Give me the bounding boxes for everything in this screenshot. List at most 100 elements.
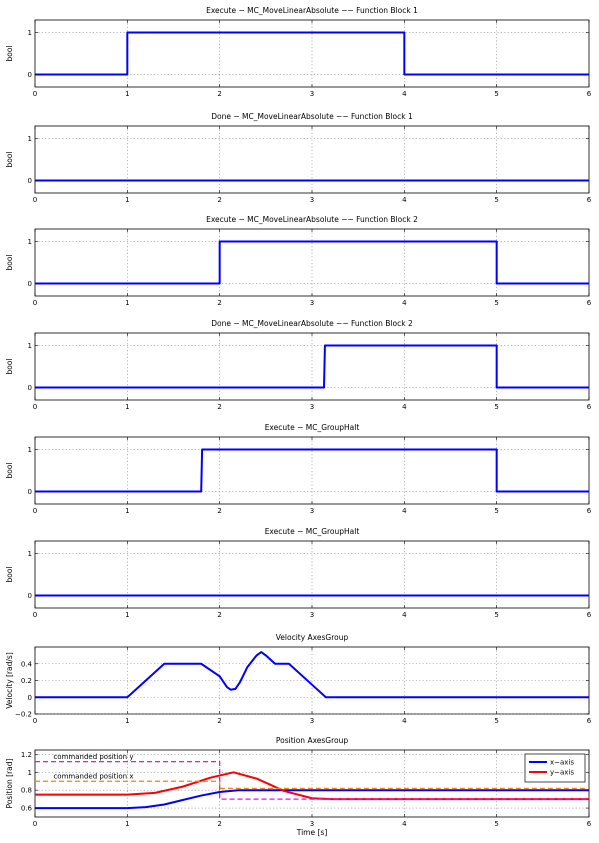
series-line-1 (35, 240, 589, 285)
y-tick-label: 0.6 (21, 805, 33, 813)
x-tick-label: 0 (33, 196, 37, 204)
y-tick-label: 1 (28, 342, 32, 350)
series-line-1 (35, 344, 589, 389)
chart-title: Velocity AxesGroup (276, 633, 349, 642)
y-axis-label: bool (5, 462, 14, 478)
y-tick-label: 1 (28, 446, 32, 454)
x-tick-label: 5 (494, 717, 498, 725)
x-tick-label: 3 (310, 611, 314, 619)
x-tick-label: 3 (310, 299, 314, 307)
x-tick-label: 3 (310, 717, 314, 725)
x-tick-label: 5 (494, 611, 498, 619)
x-tick-label: 0 (33, 90, 37, 98)
x-tick-label: 6 (587, 507, 592, 515)
x-tick-label: 6 (587, 299, 592, 307)
y-tick-label: 0 (28, 592, 32, 600)
x-tick-label: 5 (494, 299, 498, 307)
x-tick-label: 4 (402, 820, 407, 828)
y-axis-label: Velocity [rad/s] (5, 652, 14, 709)
x-tick-label: 2 (217, 820, 221, 828)
chart-title: Execute − MC_MoveLinearAbsolute −− Funct… (206, 6, 418, 15)
y-tick-label: 1 (28, 29, 32, 37)
x-tick-label: 3 (310, 403, 314, 411)
legend: x−axis y−axis (524, 753, 586, 783)
x-tick-label: 6 (587, 820, 592, 828)
x-tick-label: 0 (33, 717, 37, 725)
x-tick-label: 3 (310, 90, 314, 98)
x-tick-label: 0 (33, 403, 37, 411)
annotation-label: commanded position y (53, 753, 133, 761)
x-tick-label: 3 (310, 820, 314, 828)
chart-panel-1: 0 1 2 3 4 5 6 0 1 Execute − MC_MoveLinearAbsolute… (5, 6, 592, 98)
y-axis-label: bool (5, 45, 14, 61)
chart-panel-3: 0 1 2 3 4 5 6 0 1 Execute − MC_MoveLinearAbsolute… (5, 215, 592, 307)
x-tick-label: 1 (125, 717, 129, 725)
x-tick-label: 0 (33, 820, 37, 828)
x-tick-label: 5 (494, 820, 498, 828)
y-tick-label: 0 (28, 177, 32, 185)
y-axis-label: bool (5, 151, 14, 167)
x-tick-label: 4 (402, 90, 407, 98)
x-tick-label: 1 (125, 611, 129, 619)
chart-title: Execute − MC_GroupHalt (265, 527, 360, 536)
x-tick-label: 6 (587, 611, 592, 619)
x-tick-label: 4 (402, 196, 407, 204)
x-tick-label: 4 (402, 611, 407, 619)
legend-box (524, 753, 586, 783)
x-tick-label: 5 (494, 507, 498, 515)
axes-frame (34, 19, 590, 88)
axes-frame (34, 228, 590, 297)
x-tick-label: 0 (33, 611, 37, 619)
y-tick-label: 1 (28, 550, 32, 558)
x-tick-label: 2 (217, 299, 221, 307)
y-tick-label: 0.4 (21, 660, 33, 668)
x-tick-label: 0 (33, 299, 37, 307)
series-line-3 (35, 760, 589, 800)
x-tick-label: 5 (494, 196, 498, 204)
x-tick-label: 2 (217, 196, 221, 204)
y-tick-label: 0 (28, 694, 32, 702)
series-line-x−axis (35, 789, 589, 810)
axes-frame (34, 540, 590, 609)
chart-title: Done − MC_MoveLinearAbsolute −− Function… (211, 319, 413, 328)
axes-frame (34, 332, 590, 401)
axes-frame (34, 436, 590, 505)
y-tick-label: 1 (28, 135, 32, 143)
x-tick-label: 2 (217, 611, 221, 619)
chart-title: Done − MC_MoveLinearAbsolute −− Function… (211, 112, 413, 121)
x-tick-label: 5 (494, 403, 498, 411)
y-tick-label: 0 (28, 384, 32, 392)
series-line-4 (35, 780, 589, 790)
x-tick-label: 1 (125, 820, 129, 828)
axes-frame (34, 646, 590, 715)
y-axis-label: bool (5, 254, 14, 270)
x-tick-label: 1 (125, 90, 129, 98)
y-tick-label: 1 (28, 238, 32, 246)
x-tick-label: 5 (494, 90, 498, 98)
y-tick-label: 0 (28, 71, 32, 79)
chart-panel-8: 0 1 2 3 4 5 6 0.6 0.8 1 1.2 Position AxesGroup Posit… (5, 736, 592, 837)
series-line-1 (35, 651, 589, 699)
x-tick-label: 4 (402, 717, 407, 725)
x-tick-label: 6 (587, 196, 592, 204)
chart-panel-4: 0 1 2 3 4 5 6 0 1 Done − MC_MoveLinearAbsolute −−… (5, 319, 592, 411)
y-axis-label: bool (5, 566, 14, 582)
x-tick-label: 1 (125, 299, 129, 307)
chart-title: Position AxesGroup (276, 736, 349, 745)
x-tick-label: 6 (587, 717, 592, 725)
y-tick-label: −0.2 (15, 711, 32, 719)
x-tick-label: 2 (217, 90, 221, 98)
annotation-label: commanded position x (53, 773, 133, 781)
x-tick-label: 6 (587, 90, 592, 98)
x-tick-label: 1 (125, 403, 129, 411)
x-tick-label: 1 (125, 507, 129, 515)
series-line-1 (35, 31, 589, 76)
x-tick-label: 0 (33, 507, 37, 515)
x-tick-label: 3 (310, 196, 314, 204)
legend-entry: x−axis (550, 759, 574, 767)
y-axis-label: Position [rad] (5, 758, 14, 808)
